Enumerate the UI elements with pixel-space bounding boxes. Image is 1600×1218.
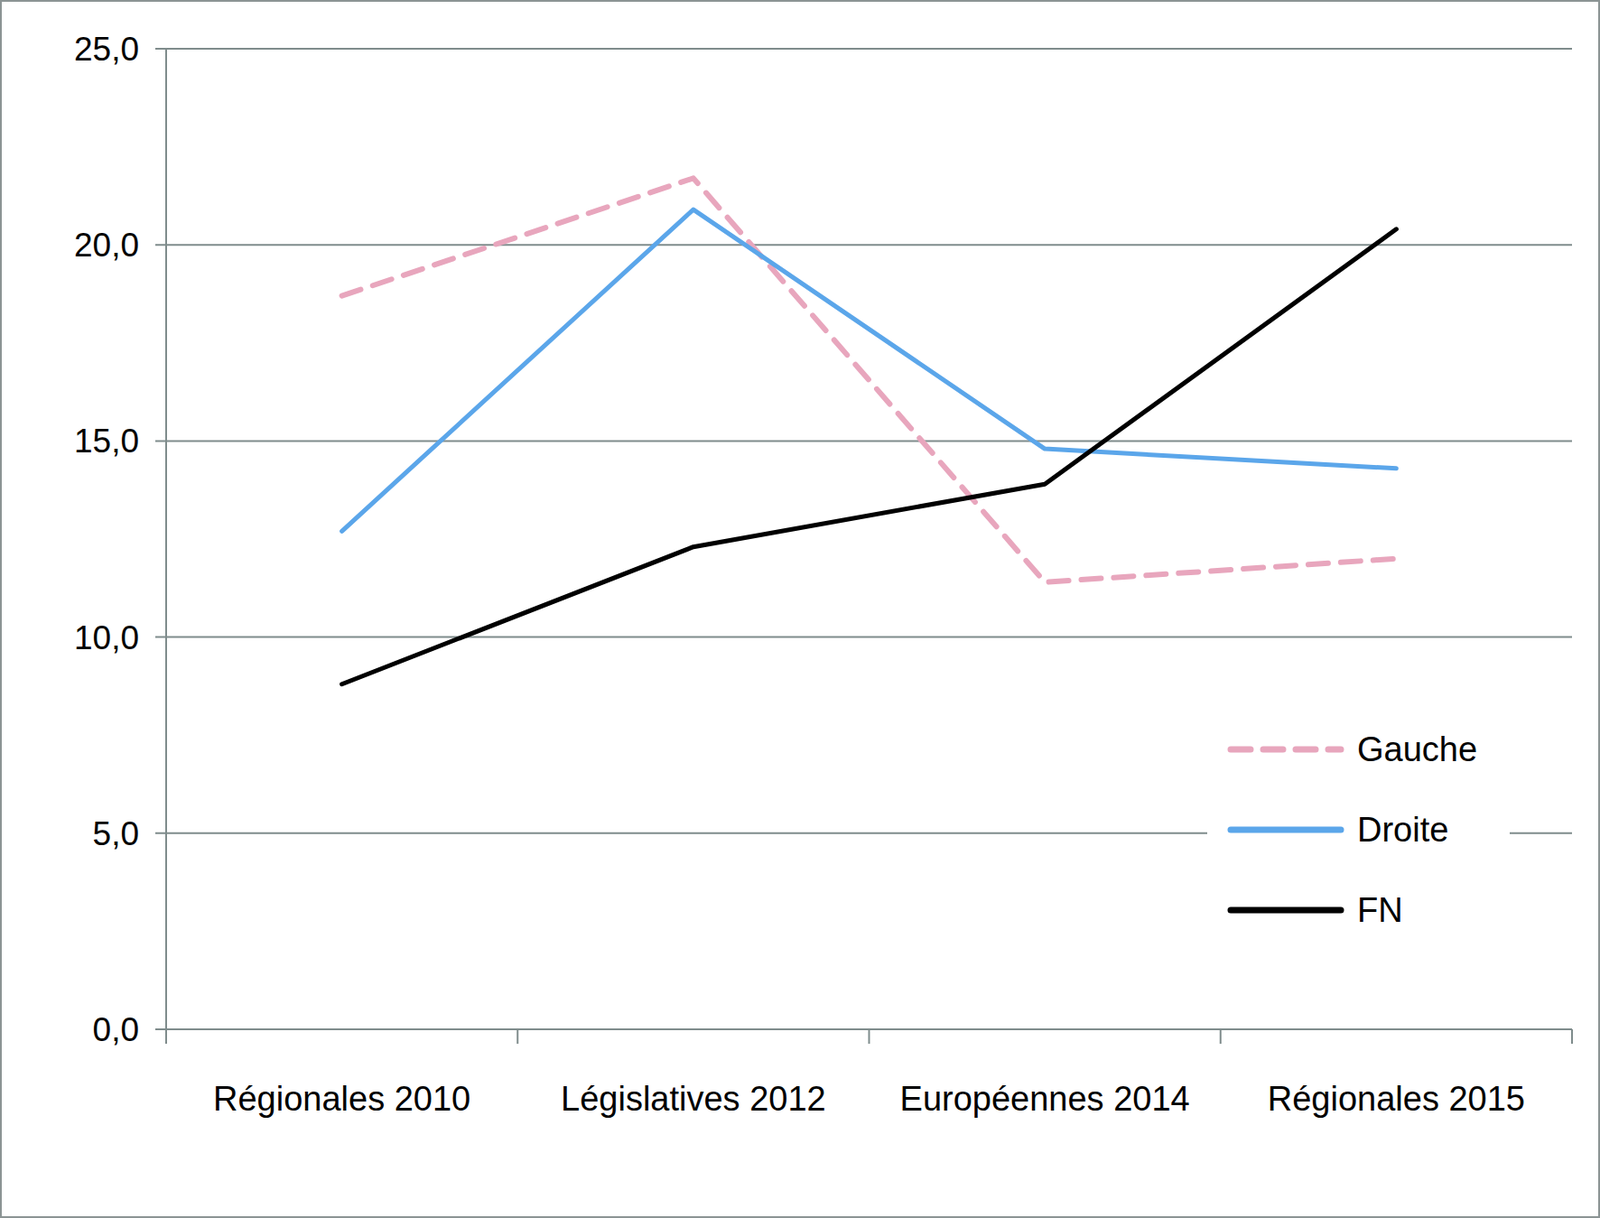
- legend-label: Gauche: [1357, 730, 1478, 769]
- series-line: [342, 209, 1397, 531]
- x-tick-label: Législatives 2012: [560, 1079, 827, 1118]
- legend-swatch: [1230, 827, 1341, 834]
- y-tick-label: 25,0: [74, 30, 140, 68]
- x-tick: [516, 1029, 519, 1044]
- grid-line: [155, 439, 1573, 442]
- x-tick: [868, 1029, 871, 1044]
- grid-line: [155, 636, 1573, 639]
- legend-swatch: [1230, 907, 1341, 914]
- x-tick: [1219, 1029, 1222, 1044]
- legend-label: FN: [1357, 891, 1404, 930]
- y-tick-label: 10,0: [74, 619, 140, 657]
- grid-line: [155, 1028, 1573, 1031]
- y-axis: [165, 48, 168, 1030]
- series-line: [342, 229, 1397, 685]
- y-tick-label: 5,0: [93, 815, 140, 853]
- x-tick-label: Régionales 2010: [213, 1079, 471, 1118]
- legend: Gauche Droite FN: [1207, 713, 1510, 955]
- legend-label: Droite: [1357, 810, 1449, 849]
- grid-line: [155, 243, 1573, 246]
- plot-area: [342, 177, 1397, 684]
- x-tick: [1571, 1029, 1573, 1044]
- y-tick-label: 20,0: [74, 226, 140, 264]
- frame: [0, 0, 1600, 1218]
- x-tick-label: Européennes 2014: [900, 1079, 1191, 1118]
- legend-box: [1207, 713, 1510, 955]
- x-tick-label: Régionales 2015: [1267, 1079, 1526, 1118]
- series-line: [342, 177, 1397, 582]
- grid-line: [155, 47, 1573, 50]
- y-tick-label: 15,0: [74, 422, 140, 460]
- x-tick: [165, 1029, 168, 1044]
- chart: 0,0 5,0 10,0 15,0 20,0 25,0 Régionales 2010 Lég…: [0, 0, 1600, 1218]
- y-tick-label: 0,0: [93, 1011, 140, 1049]
- legend-swatch: [1230, 746, 1341, 754]
